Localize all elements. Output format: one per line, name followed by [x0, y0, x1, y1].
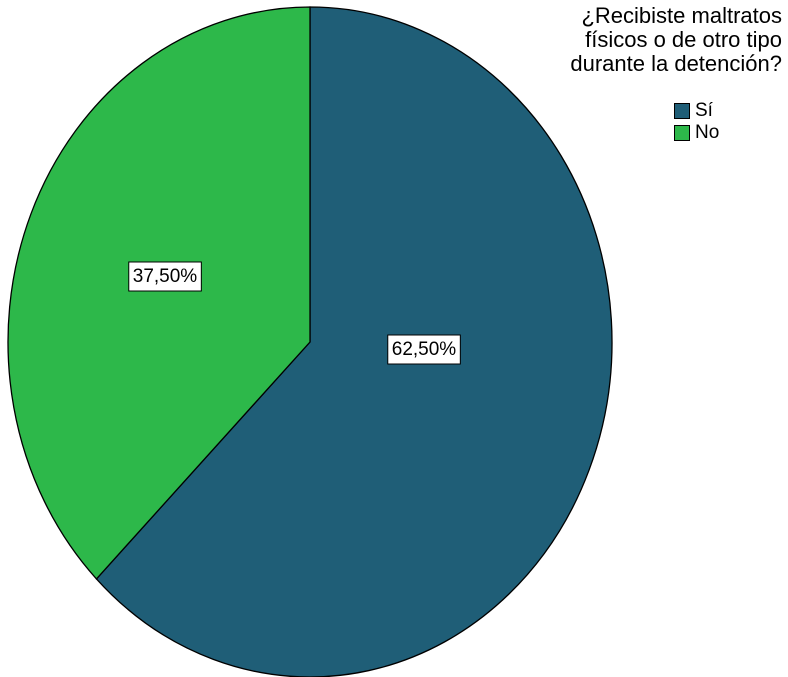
slice-label-si: 62,50% — [387, 334, 461, 365]
slice-label-box — [128, 261, 202, 292]
slice-value-label: 37,50% — [133, 266, 198, 287]
legend-label-no: No — [695, 122, 720, 143]
legend-label-si: Sí — [695, 100, 713, 121]
legend-item-si: Sí — [674, 100, 719, 122]
legend-swatch-no — [674, 125, 690, 141]
pie-slice-si — [95, 6, 613, 677]
legend-item-no: No — [674, 122, 719, 144]
legend-title-line-3: durante la detención? — [570, 51, 782, 76]
legend-title-line-2: físicos o de otro tipo — [585, 27, 782, 52]
legend: ¿Recibiste maltratos físicos o de otro t… — [532, 4, 782, 144]
slice-label-no: 37,50% — [128, 261, 202, 292]
slice-label-box — [387, 334, 461, 365]
pie-slice-no — [7, 6, 311, 580]
slice-value-label: 62,50% — [392, 339, 457, 360]
legend-title: ¿Recibiste maltratos físicos o de otro t… — [532, 4, 782, 76]
legend-title-line-1: ¿Recibiste maltratos — [581, 3, 782, 28]
legend-items: Sí No — [674, 100, 719, 144]
legend-swatch-si — [674, 103, 690, 119]
